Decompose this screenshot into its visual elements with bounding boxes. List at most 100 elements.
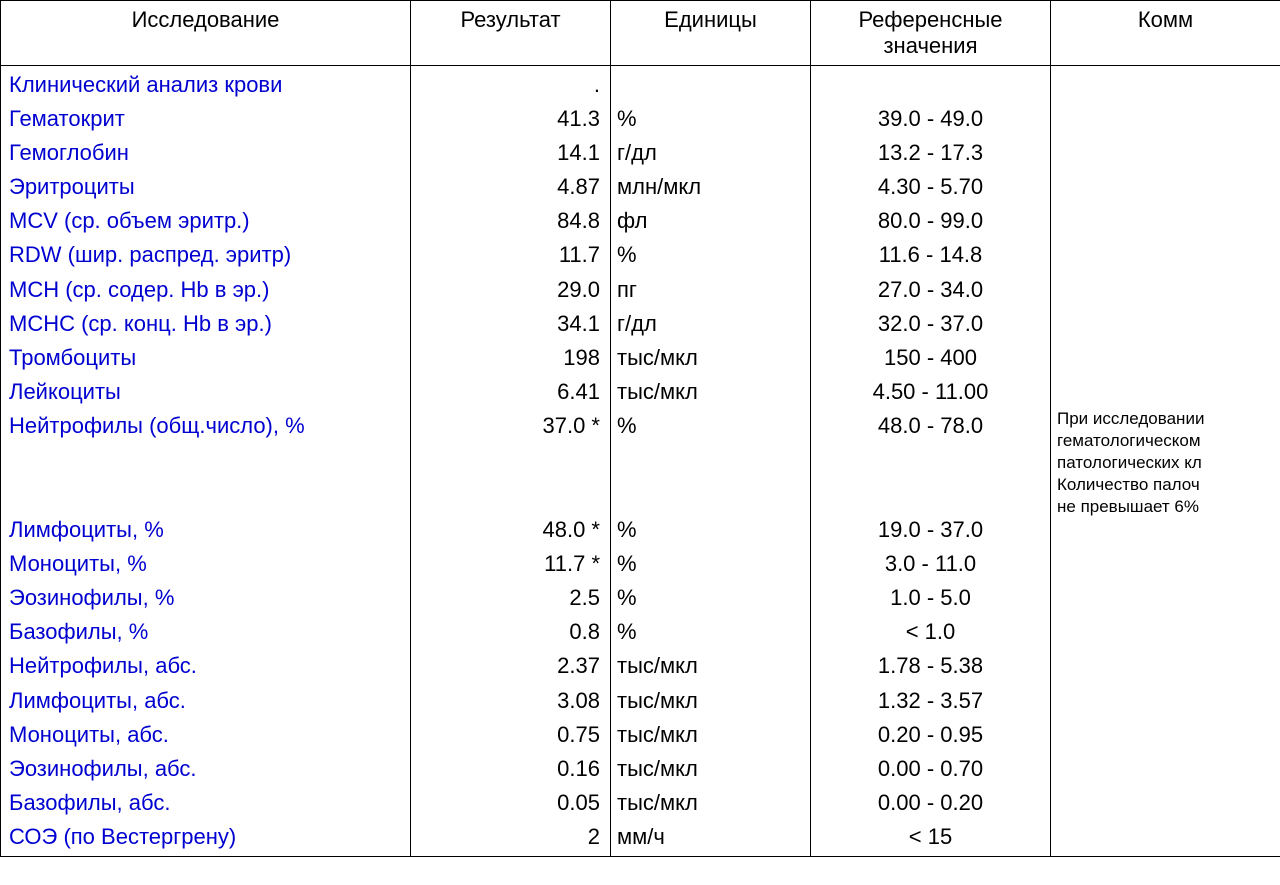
test-units: пг (617, 273, 806, 307)
test-units: % (617, 547, 806, 581)
test-reference: 1.32 - 3.57 (815, 684, 1046, 718)
test-result: 3.08 (415, 684, 606, 718)
test-units: тыс/мкл (617, 718, 806, 752)
test-reference: 0.00 - 0.20 (815, 786, 1046, 820)
comment-column: При исследованиигематологическомпатологи… (1051, 66, 1280, 857)
test-result: 48.0 * (415, 513, 606, 547)
test-units: % (617, 238, 806, 272)
test-result: 4.87 (415, 170, 606, 204)
units-column: %г/длмлн/мклфл%пгг/длтыс/мклтыс/мкл%%%%%… (611, 66, 811, 857)
test-units: тыс/мкл (617, 341, 806, 375)
test-result: 0.75 (415, 718, 606, 752)
test-name: Лимфоциты, абс. (9, 684, 402, 718)
test-units: тыс/мкл (617, 684, 806, 718)
test-result: 84.8 (415, 204, 606, 238)
names-column: Клинический анализ кровиГематокритГемогл… (1, 66, 411, 857)
test-name: Базофилы, % (9, 615, 402, 649)
test-reference: 150 - 400 (815, 341, 1046, 375)
test-result: 34.1 (415, 307, 606, 341)
test-reference: 0.00 - 0.70 (815, 752, 1046, 786)
test-result: 2 (415, 820, 606, 854)
test-name: RDW (шир. распред. эритр) (9, 238, 402, 272)
test-reference: 4.50 - 11.00 (815, 375, 1046, 409)
test-units: г/дл (617, 307, 806, 341)
test-reference: 13.2 - 17.3 (815, 136, 1046, 170)
test-units: тыс/мкл (617, 375, 806, 409)
header-ref: Референсные значения (811, 1, 1051, 66)
test-reference: 27.0 - 34.0 (815, 273, 1046, 307)
test-reference: 39.0 - 49.0 (815, 102, 1046, 136)
test-reference: 0.20 - 0.95 (815, 718, 1046, 752)
header-comment: Комм (1051, 1, 1280, 66)
test-result: 2.37 (415, 649, 606, 683)
test-units: % (617, 409, 806, 443)
test-reference: 1.78 - 5.38 (815, 649, 1046, 683)
test-units (617, 68, 806, 102)
test-name: Эритроциты (9, 170, 402, 204)
test-reference: 1.0 - 5.0 (815, 581, 1046, 615)
header-name: Исследование (1, 1, 411, 66)
test-name: Эозинофилы, абс. (9, 752, 402, 786)
test-name: Базофилы, абс. (9, 786, 402, 820)
test-result: 11.7 * (415, 547, 606, 581)
test-units: г/дл (617, 136, 806, 170)
test-result: 37.0 * (415, 409, 606, 443)
test-name: Гематокрит (9, 102, 402, 136)
test-name: Эозинофилы, % (9, 581, 402, 615)
test-name: Моноциты, % (9, 547, 402, 581)
header-row: Исследование Результат Единицы Референсн… (1, 1, 1280, 66)
test-result: . (415, 68, 606, 102)
test-reference: 4.30 - 5.70 (815, 170, 1046, 204)
test-name: Лейкоциты (9, 375, 402, 409)
test-result: 29.0 (415, 273, 606, 307)
test-name: СОЭ (по Вестергрену) (9, 820, 402, 854)
test-name: Тромбоциты (9, 341, 402, 375)
test-result: 2.5 (415, 581, 606, 615)
test-result: 11.7 (415, 238, 606, 272)
test-result: 0.8 (415, 615, 606, 649)
test-units: мм/ч (617, 820, 806, 854)
test-result: 198 (415, 341, 606, 375)
header-result: Результат (411, 1, 611, 66)
body-row: Клинический анализ кровиГематокритГемогл… (1, 66, 1280, 857)
test-name: MCHC (ср. конц. Hb в эр.) (9, 307, 402, 341)
test-result: 14.1 (415, 136, 606, 170)
test-name: MCH (ср. содер. Hb в эр.) (9, 273, 402, 307)
test-units: фл (617, 204, 806, 238)
test-result: 0.05 (415, 786, 606, 820)
test-name: Нейтрофилы (общ.число), % (9, 409, 402, 443)
test-result: 41.3 (415, 102, 606, 136)
test-units: % (617, 615, 806, 649)
test-reference: 19.0 - 37.0 (815, 513, 1046, 547)
comment-line: патологических кл (1057, 452, 1274, 474)
test-units: % (617, 102, 806, 136)
refs-column: 39.0 - 49.013.2 - 17.34.30 - 5.7080.0 - … (811, 66, 1051, 857)
test-reference: < 15 (815, 820, 1046, 854)
test-name: Лимфоциты, % (9, 513, 402, 547)
test-name: Нейтрофилы, абс. (9, 649, 402, 683)
test-units: тыс/мкл (617, 786, 806, 820)
test-units: % (617, 513, 806, 547)
test-units: млн/мкл (617, 170, 806, 204)
test-reference: 3.0 - 11.0 (815, 547, 1046, 581)
test-name: MCV (ср. объем эритр.) (9, 204, 402, 238)
test-result: 6.41 (415, 375, 606, 409)
test-reference: 48.0 - 78.0 (815, 409, 1046, 443)
test-name: Клинический анализ крови (9, 68, 402, 102)
comment-line: Количество палоч (1057, 474, 1274, 496)
test-reference: < 1.0 (815, 615, 1046, 649)
test-result: 0.16 (415, 752, 606, 786)
test-name: Моноциты, абс. (9, 718, 402, 752)
comment-line: не превышает 6% (1057, 496, 1274, 518)
comment-line: При исследовании (1057, 408, 1274, 430)
test-reference: 11.6 - 14.8 (815, 238, 1046, 272)
test-units: % (617, 581, 806, 615)
test-reference: 32.0 - 37.0 (815, 307, 1046, 341)
comment-line: гематологическом (1057, 430, 1274, 452)
lab-results-table: Исследование Результат Единицы Референсн… (0, 0, 1280, 857)
results-column: .41.314.14.8784.811.729.034.11986.4137.0… (411, 66, 611, 857)
header-units: Единицы (611, 1, 811, 66)
test-name: Гемоглобин (9, 136, 402, 170)
test-reference: 80.0 - 99.0 (815, 204, 1046, 238)
test-units: тыс/мкл (617, 752, 806, 786)
